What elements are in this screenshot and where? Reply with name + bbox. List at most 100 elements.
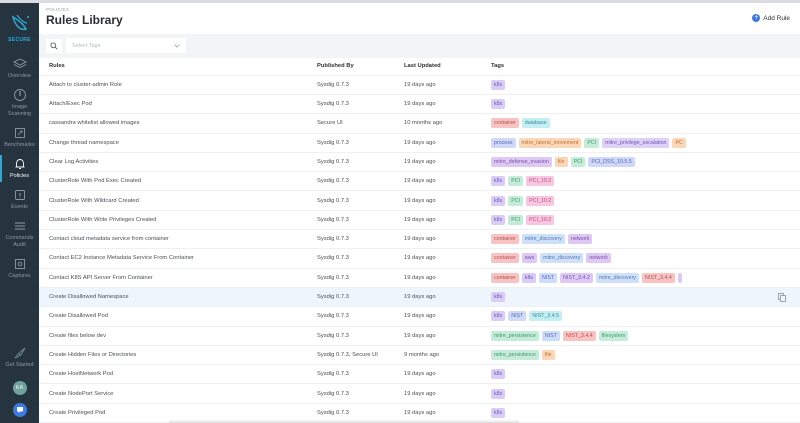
- tag-badge[interactable]: PC: [672, 137, 686, 148]
- tag-badge[interactable]: PCI_10.2: [526, 214, 555, 225]
- sidebar-item-policies[interactable]: Policies: [0, 153, 39, 184]
- rule-name[interactable]: cassandra whitelist allowed images: [49, 120, 140, 127]
- chat-button[interactable]: [12, 403, 27, 417]
- tag-badge[interactable]: k8s: [491, 176, 506, 187]
- tag-badge[interactable]: mitre_discovery: [595, 272, 640, 283]
- tag-badge[interactable]: k8s: [491, 369, 506, 380]
- tag-badge[interactable]: PCI: [508, 214, 524, 225]
- table-row[interactable]: Create NodePort Service Sysdig 0.7.3 19 da…: [39, 384, 800, 404]
- column-header-rules[interactable]: Rules: [49, 63, 65, 70]
- sidebar-item-commands-audit[interactable]: Commands Audit: [0, 215, 39, 253]
- rule-name[interactable]: Attach/Exec Pod: [49, 101, 92, 108]
- table-row[interactable]: ClusterRole With Wildcard Created Sysdig …: [39, 191, 800, 211]
- avatar[interactable]: KA: [12, 381, 27, 395]
- rule-name[interactable]: Contact EC2 Instance Metadata Service Fr…: [49, 255, 194, 262]
- column-header-published-by[interactable]: Published By: [317, 63, 354, 70]
- copy-icon[interactable]: [778, 293, 786, 304]
- table-row[interactable]: cassandra whitelist allowed images Secure…: [39, 114, 800, 134]
- table-row[interactable]: Create Disallowed Pod Sysdig 0.7.3 19 days…: [39, 307, 800, 327]
- sidebar-item-captures[interactable]: Captures: [0, 253, 39, 284]
- tag-badge[interactable]: mitre_persistence: [491, 330, 539, 341]
- tag-badge[interactable]: file: [554, 156, 568, 167]
- breadcrumb[interactable]: POLICIES: [46, 7, 70, 12]
- tag-badge[interactable]: NIST_3.4.5: [529, 311, 563, 322]
- tag-badge[interactable]: PCI: [508, 176, 524, 187]
- tag-badge[interactable]: NIST_3.4.4: [642, 272, 675, 283]
- tag-badge[interactable]: PCI_DSS_10.5.5: [588, 156, 635, 167]
- rule-name[interactable]: Create files below dev: [49, 332, 107, 339]
- table-row[interactable]: Create Hidden Files or Directories Sysdig…: [39, 346, 800, 366]
- tag-badge[interactable]: PCI_10.2: [526, 176, 555, 187]
- rule-name[interactable]: Contact K8S API Server From Container: [49, 274, 153, 281]
- table-row[interactable]: Create files below dev Sysdig 0.7.3 19 day…: [39, 327, 800, 346]
- rule-name[interactable]: Create NodePort Service: [49, 390, 114, 397]
- tag-badge[interactable]: process: [491, 137, 516, 148]
- table-row[interactable]: Create Disallowed Namespace Sysdig 0.7.3 1…: [39, 287, 800, 308]
- tag-badge[interactable]: network: [567, 234, 593, 245]
- sidebar-item-benchmarks[interactable]: Benchmarks: [0, 122, 39, 153]
- tag-badge[interactable]: k8s: [491, 388, 506, 399]
- table-row[interactable]: Change thread namespace Sysdig 0.7.3 19 da…: [39, 134, 800, 153]
- tag-badge[interactable]: aws: [521, 253, 538, 264]
- rule-name[interactable]: Clear Log Activities: [49, 158, 99, 165]
- rule-name[interactable]: Create Privileged Pod: [49, 409, 106, 416]
- tag-badge[interactable]: k8s: [491, 99, 506, 110]
- tag-badge[interactable]: k8s: [521, 272, 537, 283]
- tag-badge[interactable]: container: [491, 272, 519, 283]
- tag-badge[interactable]: NIST_3.4.2: [560, 272, 593, 283]
- rule-name[interactable]: Contact cloud metadata service from cont…: [49, 236, 169, 243]
- tag-badge[interactable]: PCI: [584, 137, 600, 148]
- add-rule-button[interactable]: + Add Rule: [752, 14, 790, 22]
- tags-select[interactable]: Select Tags: [66, 38, 186, 54]
- table-row[interactable]: Attach/Exec Pod Sysdig 0.7.3 19 days ago k8…: [39, 95, 800, 115]
- sidebar-item-events[interactable]: Events: [0, 184, 39, 215]
- table-row[interactable]: Contact cloud metadata service from cont…: [39, 230, 800, 250]
- secure-logo-icon[interactable]: [5, 9, 35, 37]
- tag-badge[interactable]: filesystem: [598, 330, 629, 341]
- rule-name[interactable]: ClusterRole With Wildcard Created: [49, 197, 139, 204]
- table-row[interactable]: Contact K8S API Server From Container Sys…: [39, 269, 800, 288]
- rule-name[interactable]: Create Hidden Files or Directories: [49, 351, 137, 358]
- table-row[interactable]: Create HostNetwork Pod Sysdig 0.7.3 19 day…: [39, 365, 800, 385]
- tag-badge[interactable]: container: [491, 118, 519, 129]
- tag-badge[interactable]: NIST: [541, 330, 560, 341]
- tag-badge[interactable]: mitre_persistence: [491, 349, 539, 360]
- table-row[interactable]: Attach to cluster-admin Role Sysdig 0.7.3…: [39, 76, 800, 95]
- sidebar-item-overview[interactable]: Overview: [0, 53, 39, 84]
- get-started-button[interactable]: Get Started: [0, 342, 39, 373]
- search-button[interactable]: [46, 38, 62, 53]
- tag-badge[interactable]: database: [521, 118, 550, 129]
- tag-badge[interactable]: mitre_lateral_movement: [518, 137, 582, 148]
- rule-name[interactable]: Create Disallowed Pod: [49, 313, 108, 320]
- column-header-last-updated[interactable]: Last Updated: [404, 63, 441, 70]
- tag-badge[interactable]: NIST: [539, 272, 558, 283]
- table-row[interactable]: ClusterRole With Pod Exec Created Sysdig …: [39, 172, 800, 192]
- tag-badge[interactable]: k8s: [491, 195, 506, 206]
- tag-badge[interactable]: container: [491, 234, 519, 245]
- tag-badge[interactable]: PCI_10.2: [526, 195, 555, 206]
- tag-badge[interactable]: mitre_privilege_escalation: [602, 137, 670, 148]
- tag-badge[interactable]: [677, 272, 682, 283]
- tag-badge[interactable]: k8s: [491, 79, 506, 90]
- sidebar-item-image-scanning[interactable]: Image Scanning: [0, 84, 39, 122]
- tag-badge[interactable]: NIST: [508, 311, 527, 322]
- tag-badge[interactable]: k8s: [491, 407, 506, 418]
- tag-badge[interactable]: container: [491, 253, 519, 264]
- table-row[interactable]: Clear Log Activities Sysdig 0.7.3 19 days …: [39, 153, 800, 173]
- rule-name[interactable]: Change thread namespace: [49, 139, 119, 146]
- rule-name[interactable]: Create Disallowed Namespace: [49, 294, 129, 301]
- tag-badge[interactable]: file: [541, 349, 555, 360]
- tag-badge[interactable]: PCI: [508, 195, 524, 206]
- tag-badge[interactable]: mitre_defense_evasion: [491, 156, 552, 167]
- table-row[interactable]: Contact EC2 Instance Metadata Service Fr…: [39, 249, 800, 269]
- tag-badge[interactable]: k8s: [491, 292, 506, 303]
- rule-name[interactable]: Attach to cluster-admin Role: [49, 81, 122, 88]
- tag-badge[interactable]: k8s: [491, 214, 506, 225]
- rule-name[interactable]: ClusterRole With Write Privileges Create…: [49, 216, 157, 223]
- tag-badge[interactable]: k8s: [491, 311, 506, 322]
- rule-name[interactable]: ClusterRole With Pod Exec Created: [49, 178, 142, 185]
- tag-badge[interactable]: mitre_discovery: [540, 253, 584, 264]
- rule-name[interactable]: Create HostNetwork Pod: [49, 371, 114, 378]
- table-row[interactable]: ClusterRole With Write Privileges Create…: [39, 211, 800, 231]
- tag-badge[interactable]: PCI: [570, 156, 586, 167]
